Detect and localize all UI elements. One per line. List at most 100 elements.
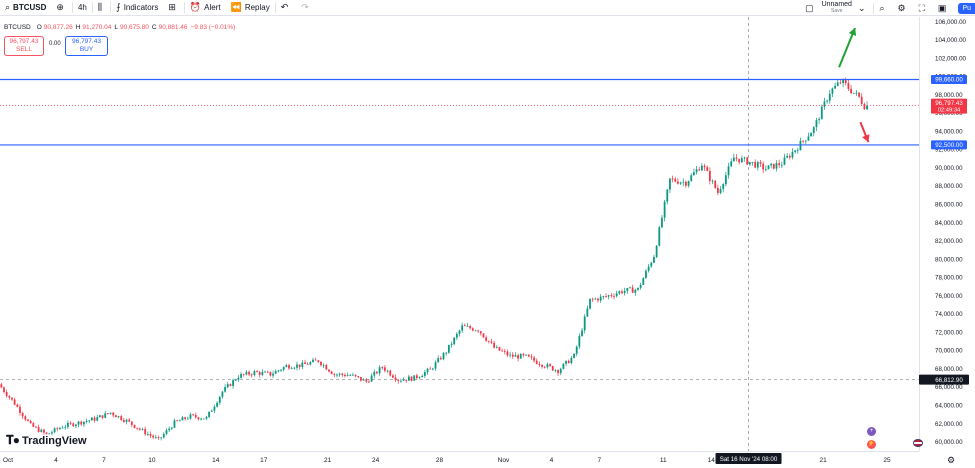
- layout-name-label: Unnamed: [821, 1, 852, 8]
- candle-body: [186, 418, 189, 420]
- candle-body: [615, 293, 618, 297]
- candle-body: [514, 355, 517, 357]
- lightning-icon[interactable]: ⚡: [867, 440, 876, 449]
- candle-body: [368, 381, 370, 383]
- candle-body: [178, 420, 181, 422]
- quick-search-button[interactable]: ⌕: [874, 0, 892, 16]
- tradingview-logo[interactable]: 𝐓● TradingView: [6, 433, 87, 448]
- replay-button[interactable]: ⏪ Replay: [226, 0, 275, 16]
- candle-body: [706, 167, 709, 171]
- publish-button[interactable]: Pu: [958, 2, 975, 14]
- spread-value: 0.00: [49, 41, 61, 47]
- candle-body: [125, 419, 128, 422]
- candle-body: [138, 428, 141, 430]
- candle-body: [858, 92, 860, 97]
- candle-body: [29, 420, 32, 424]
- candle-body: [474, 330, 477, 332]
- candle-body: [482, 333, 485, 338]
- redo-button[interactable]: ↷: [296, 0, 317, 16]
- candle-body: [831, 88, 834, 94]
- alert-button[interactable]: ⏰ Alert: [185, 0, 226, 16]
- top-toolbar: ⌕ BTCUSD ⊕ 4h ⫼ ⨍ Indicators ⊞ ⏰ Alert ⏪…: [0, 0, 975, 16]
- candle-body: [810, 132, 813, 137]
- sell-button[interactable]: 96,797.43 SELL: [4, 36, 44, 56]
- gear-icon[interactable]: ⚙: [947, 455, 956, 465]
- arrow-up-shaft: [838, 27, 856, 68]
- candle-body: [788, 156, 791, 158]
- candle-body: [32, 423, 35, 427]
- candle-body: [437, 358, 440, 363]
- candle-body: [112, 412, 115, 416]
- candle-body: [399, 380, 402, 382]
- arrow-down-head: [862, 134, 870, 143]
- candle-body: [130, 421, 133, 425]
- buy-button[interactable]: 96,797.43 BUY: [65, 36, 108, 56]
- candle-body: [442, 352, 445, 360]
- fullscreen-button[interactable]: ⛶: [914, 0, 933, 16]
- candle-body: [756, 162, 759, 168]
- candle-body: [828, 93, 831, 101]
- us-flag-icon[interactable]: [913, 439, 923, 447]
- indicators-button[interactable]: ⨍ Indicators: [111, 0, 163, 16]
- candle-body: [493, 342, 496, 348]
- candle-body: [509, 354, 512, 356]
- candle-body: [647, 266, 650, 271]
- compare-button[interactable]: ⊕: [51, 0, 72, 16]
- layout-button[interactable]: ▢: [800, 0, 822, 16]
- candle-body: [205, 416, 208, 419]
- candle-body: [645, 270, 647, 279]
- candle-body: [802, 140, 805, 142]
- annotations-layer: [838, 27, 870, 143]
- candle-body: [471, 328, 474, 331]
- candle-body: [362, 379, 365, 381]
- settings-button[interactable]: ⚙: [893, 0, 914, 16]
- candle-body: [847, 83, 850, 89]
- interval-button[interactable]: 4h: [73, 0, 92, 16]
- chevron-down-icon[interactable]: ⌄: [857, 2, 866, 13]
- candle-body: [61, 427, 64, 429]
- candle-body: [477, 330, 480, 332]
- candle-body: [466, 326, 469, 327]
- layout-name[interactable]: Unnamed Save: [822, 1, 852, 15]
- candle-body: [562, 363, 565, 369]
- candle-body: [653, 256, 655, 263]
- candle-body: [72, 423, 75, 427]
- candle-body: [293, 367, 296, 369]
- candle-body: [5, 391, 8, 397]
- candle-body: [11, 397, 13, 400]
- time-axis[interactable]: [0, 451, 919, 468]
- candle-body: [634, 289, 637, 293]
- candle-body: [439, 358, 442, 360]
- candle-body: [842, 79, 844, 84]
- candle-body: [610, 295, 613, 297]
- candle-body: [445, 352, 448, 354]
- levels-layer: [0, 78, 919, 146]
- divider: [109, 2, 111, 13]
- candle-body: [746, 157, 749, 165]
- price-axis[interactable]: [919, 17, 975, 451]
- candle-body: [431, 368, 434, 370]
- candle-body: [461, 325, 464, 331]
- candle-body: [607, 295, 610, 297]
- candle-body: [407, 376, 410, 381]
- settings-icon: ⚙: [897, 2, 906, 13]
- candle-body: [344, 374, 346, 377]
- undo-button[interactable]: ↶: [276, 0, 297, 16]
- high-value: 91,270.04: [82, 24, 112, 31]
- candle-body: [743, 157, 746, 159]
- candle-body: [245, 371, 248, 375]
- snapshot-button[interactable]: ▣: [933, 0, 955, 16]
- templates-button[interactable]: ⊞: [163, 0, 184, 16]
- candle-body: [453, 337, 456, 345]
- candle-body: [149, 433, 152, 436]
- indicators-label: Indicators: [123, 3, 159, 12]
- indicators-icon: ⨍: [115, 2, 121, 12]
- candle-body: [386, 370, 389, 372]
- divider: [91, 2, 93, 13]
- divider: [71, 2, 73, 13]
- candle-body: [253, 371, 256, 375]
- symbol-search[interactable]: ⌕ BTCUSD: [0, 0, 51, 16]
- plus-icon[interactable]: +: [867, 427, 876, 436]
- chart-type-button[interactable]: ⫼: [93, 0, 110, 16]
